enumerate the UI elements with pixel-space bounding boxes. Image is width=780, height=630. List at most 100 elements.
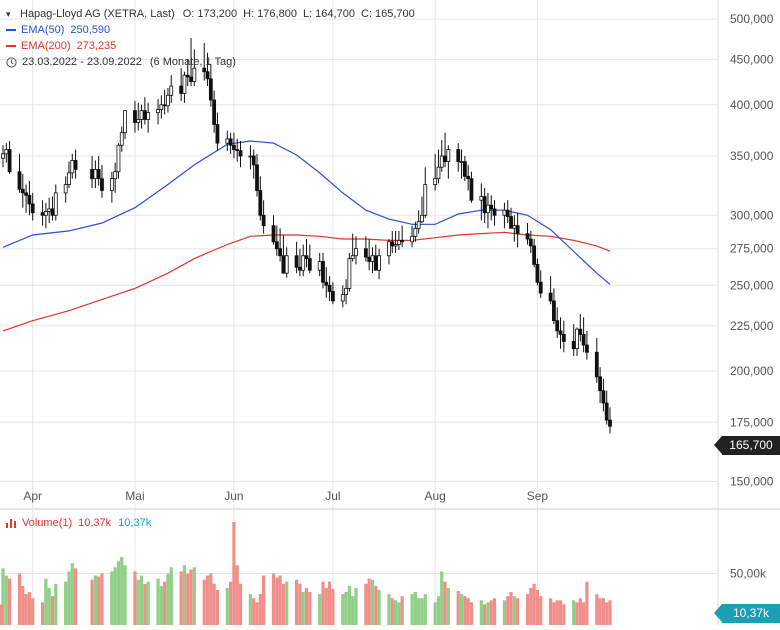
candle-body-down <box>608 419 612 427</box>
candle-body-down <box>561 333 566 342</box>
chevron-down-icon[interactable]: ▾ <box>6 9 11 19</box>
candle <box>159 95 164 119</box>
candle <box>166 87 170 113</box>
candle-body-up <box>396 239 401 245</box>
volume-bar <box>285 581 289 625</box>
candle-body-up <box>350 255 355 259</box>
candle <box>169 75 174 103</box>
x-tick-label: Jun <box>224 489 243 503</box>
candle-body-up <box>301 255 306 271</box>
candle <box>482 188 487 224</box>
volume-bar <box>575 602 579 625</box>
candle <box>185 59 190 87</box>
candle-body-up <box>225 138 230 144</box>
candle-body-up <box>70 160 75 174</box>
candle <box>307 244 312 274</box>
volume-bar <box>572 600 576 625</box>
volume-bar <box>605 602 609 625</box>
ema200-legend[interactable]: EMA(200) 273,235 <box>6 38 415 54</box>
volume-bar <box>595 594 599 625</box>
candle <box>17 153 22 193</box>
candle-body-down <box>390 241 395 247</box>
candle-body-down <box>525 233 530 240</box>
candle-body-up <box>43 211 48 216</box>
volume-bar <box>479 600 483 625</box>
volume-bar <box>433 602 437 625</box>
candle <box>208 63 213 107</box>
candle <box>53 184 58 221</box>
y-tick-label: 275,000 <box>730 242 774 256</box>
volume-bar <box>390 598 394 625</box>
x-tick-label: Aug <box>424 489 445 503</box>
high-value: H: 176,800 <box>243 8 297 20</box>
candle-body-down <box>373 255 378 271</box>
candle-body-up <box>139 110 144 120</box>
candle <box>202 42 207 81</box>
volume-bar <box>123 565 127 625</box>
candle-body-up <box>113 171 118 180</box>
candle-body-up <box>109 178 114 191</box>
volume-bar <box>608 600 612 625</box>
volume-tick-label: 50,00k <box>730 567 767 581</box>
candle-body-down <box>585 344 589 353</box>
volume-bar <box>54 583 58 625</box>
candle-body-down <box>363 248 368 258</box>
ema50-legend[interactable]: EMA(50) 250,590 <box>6 22 415 38</box>
candle-body-down <box>232 144 236 150</box>
volume-bar <box>469 602 474 625</box>
candle <box>387 239 391 265</box>
candle-body-down <box>321 261 325 283</box>
volume-legend[interactable]: Volume(1) 10,37k 10,37k <box>6 515 151 531</box>
candle-body-down <box>185 74 190 78</box>
candle-body-down <box>466 175 471 180</box>
candle <box>235 138 240 162</box>
candle-body-down <box>212 99 217 125</box>
volume-bar <box>301 592 305 625</box>
candle-body-up <box>159 104 164 111</box>
candle-body-down <box>324 281 329 286</box>
volume-layer <box>0 522 612 625</box>
candle-body-up <box>433 178 438 185</box>
candle-body-up <box>53 192 58 216</box>
candle <box>1 145 5 168</box>
ema200-value: 273,235 <box>76 40 117 52</box>
volume-bar <box>44 578 48 625</box>
y-tick-label: 450,000 <box>730 53 774 67</box>
y-tick-label: 400,000 <box>730 98 774 112</box>
volume-bar <box>110 571 114 625</box>
bar-chart-icon <box>6 518 17 528</box>
candle-body-up <box>413 227 418 237</box>
candle <box>109 171 114 203</box>
candle-body-down <box>367 256 372 262</box>
volume-bar <box>229 581 233 625</box>
volume-bar <box>532 583 536 625</box>
volume-bar <box>186 573 190 625</box>
candle-body-down <box>330 291 335 302</box>
candle-body-down <box>548 292 553 302</box>
volume-bar <box>440 571 444 625</box>
candle <box>363 236 368 262</box>
volume-bar <box>308 592 312 625</box>
volume-bar <box>436 596 441 625</box>
candle <box>212 90 217 133</box>
candle <box>466 164 471 191</box>
volume-bar <box>202 579 206 625</box>
volume-bar <box>585 581 589 625</box>
candle-body-down <box>274 241 279 250</box>
volume-bar <box>258 594 262 625</box>
candle-body-up <box>4 149 9 155</box>
candle <box>20 174 25 208</box>
volume-bar <box>100 573 104 625</box>
candle <box>136 102 141 131</box>
candle-body-up <box>136 119 141 123</box>
volume-bar <box>166 573 170 625</box>
candle-body-down <box>604 402 609 421</box>
candle <box>340 285 345 308</box>
candle-body-down <box>515 225 520 235</box>
candle-body-down <box>258 190 263 216</box>
candle <box>548 276 553 305</box>
volume-bar <box>393 600 398 625</box>
candle-body-down <box>162 104 167 107</box>
close-value: C: 165,700 <box>360 8 415 20</box>
volume-bar <box>347 585 351 625</box>
